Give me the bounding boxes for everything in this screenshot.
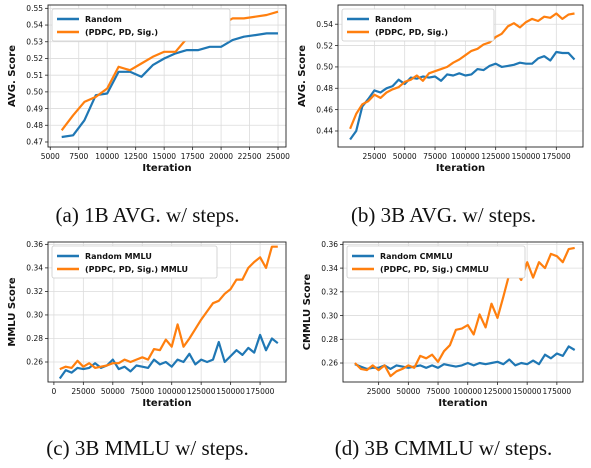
x-tick-label: 125000 <box>483 387 512 396</box>
y-tick-label: 0.55 <box>26 4 43 13</box>
x-tick-label: 12500 <box>124 152 148 161</box>
legend-label: (PDPC, PD, Sig.) MMLU <box>85 265 188 274</box>
legend-box <box>51 245 218 279</box>
caption-a: (a) 1B AVG. w/ steps. <box>55 203 240 227</box>
y-tick-label: 0.32 <box>26 287 43 296</box>
x-tick-label: 10000 <box>95 152 119 161</box>
series-line-pdpc <box>60 10 279 131</box>
x-tick-label: 150000 <box>512 152 541 161</box>
x-tick-label: 125000 <box>481 152 510 161</box>
series-line-random <box>354 345 576 370</box>
y-tick-label: 0.34 <box>26 264 43 273</box>
y-tick-label: 0.52 <box>26 54 43 63</box>
chart-3b-avg: 25000 50000 75000 100000 125000 150000 175000 0… <box>297 4 584 174</box>
y-tick-label: 0.48 <box>316 84 333 93</box>
x-tick-label: 125000 <box>187 387 216 396</box>
y-tick-label: 0.28 <box>26 334 43 343</box>
x-tick-label: 22500 <box>238 152 262 161</box>
chart-3b-mmlu: 0 25000 50000 75000 100000 125000 150000 175000… <box>7 240 287 409</box>
x-tick-label: 100000 <box>157 387 186 396</box>
y-axis-title: MMLU Score <box>7 277 18 346</box>
x-tick-label: 0 <box>52 387 57 396</box>
caption-c: (c) 3B MMLU w/ steps. <box>46 436 249 460</box>
y-tick-label: 0.50 <box>26 88 43 97</box>
x-axis-title: Iteration <box>142 163 191 174</box>
legend-box <box>51 8 231 42</box>
x-tick-label: 75000 <box>130 387 154 396</box>
chart-3b-cmmlu: 25000 50000 75000 100000 125000 150000 175000 0… <box>302 240 584 409</box>
y-tick-label: 0.34 <box>321 264 338 273</box>
y-tick-label: 0.48 <box>26 121 43 130</box>
series-line-pdpc <box>349 12 575 130</box>
plot-frame <box>47 241 287 383</box>
x-tick-label: 25000 <box>266 152 290 161</box>
y-tick-label: 0.54 <box>316 20 333 29</box>
x-tick-label: 5000 <box>41 152 60 161</box>
x-tick-label: 50000 <box>393 152 417 161</box>
x-tick-label: 25000 <box>362 152 386 161</box>
x-tick-label: 7500 <box>69 152 88 161</box>
y-tick-label: 0.30 <box>26 311 43 320</box>
plot-frame <box>337 4 584 148</box>
x-tick-label: 100000 <box>453 387 482 396</box>
legend-box <box>346 245 526 279</box>
y-tick-label: 0.51 <box>26 71 43 80</box>
chart-1b-avg: 5000 7500 10000 12500 15000 17500 20000 22500 25… <box>7 4 290 174</box>
series-line-random <box>349 50 576 141</box>
caption-b: (b) 3B AVG. w/ steps. <box>350 203 537 227</box>
x-axis-title: Iteration <box>438 398 487 409</box>
legend-label: (PDPC, PD, Sig.) CMMLU <box>380 265 489 274</box>
series-line-random <box>58 333 279 380</box>
y-tick-label: 0.32 <box>321 288 338 297</box>
x-tick-label: 20000 <box>209 152 233 161</box>
y-tick-label: 0.30 <box>321 311 338 320</box>
series-line-pdpc <box>59 245 278 371</box>
y-tick-label: 0.54 <box>26 21 43 30</box>
y-tick-label: 0.50 <box>316 63 333 72</box>
y-tick-label: 0.36 <box>26 240 43 249</box>
y-tick-label: 0.52 <box>316 41 333 50</box>
y-tick-label: 0.47 <box>26 138 43 147</box>
y-axis-title: AVG. Score <box>7 45 18 107</box>
plot-frame <box>342 241 584 383</box>
x-tick-label: 150000 <box>513 387 542 396</box>
y-tick-label: 0.46 <box>316 105 333 114</box>
y-axis-title: AVG. Score <box>297 45 308 107</box>
y-tick-label: 0.49 <box>26 104 43 113</box>
plot-frame <box>47 4 287 148</box>
y-tick-label: 0.44 <box>316 127 333 136</box>
caption-d: (d) 3B CMMLU w/ steps. <box>334 436 553 460</box>
series-line-random <box>61 32 278 139</box>
y-tick-label: 0.36 <box>321 240 338 249</box>
y-axis-title: CMMLU Score <box>302 273 313 350</box>
x-axis-title: Iteration <box>436 163 485 174</box>
legend-label: Random CMMLU <box>380 252 453 261</box>
legend-label: (PDPC, PD, Sig.) <box>85 28 158 37</box>
y-tick-label: 0.26 <box>321 359 338 368</box>
y-tick-label: 0.28 <box>321 335 338 344</box>
legend-label: (PDPC, PD, Sig.) <box>375 28 448 37</box>
x-tick-label: 17500 <box>181 152 205 161</box>
series-line-pdpc <box>354 246 575 378</box>
x-tick-label: 50000 <box>101 387 125 396</box>
x-tick-label: 75000 <box>426 387 450 396</box>
x-tick-label: 25000 <box>71 387 95 396</box>
x-tick-label: 50000 <box>396 387 420 396</box>
x-tick-label: 15000 <box>152 152 176 161</box>
x-tick-label: 25000 <box>367 387 391 396</box>
y-tick-label: 0.26 <box>26 358 43 367</box>
legend-box <box>341 8 495 42</box>
x-tick-label: 150000 <box>216 387 245 396</box>
x-tick-label: 100000 <box>451 152 480 161</box>
x-tick-label: 175000 <box>542 152 571 161</box>
x-tick-label: 175000 <box>543 387 572 396</box>
legend-label: Random <box>85 15 122 24</box>
legend-label: Random MMLU <box>85 252 152 261</box>
x-tick-label: 75000 <box>423 152 447 161</box>
y-tick-label: 0.53 <box>26 37 43 46</box>
x-axis-title: Iteration <box>142 398 191 409</box>
x-tick-label: 175000 <box>246 387 275 396</box>
legend-label: Random <box>375 15 412 24</box>
